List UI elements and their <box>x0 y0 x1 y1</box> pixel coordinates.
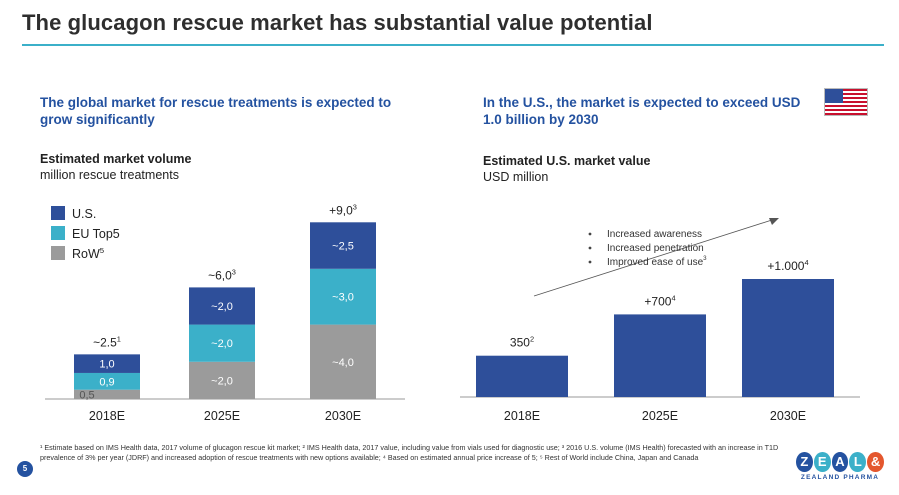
zealand-logo: Z E A L & ZEALAND PHARMA <box>796 452 884 481</box>
bar-us-value-2018E <box>476 355 568 397</box>
charts-canvas: 0,5 0,9 1,0 ~2.51 2018E ~2,0 ~2,0 ~2,0 ~6,03 2025… <box>45 202 860 423</box>
bar-value-label: 3502 <box>510 335 534 350</box>
bar-row-2025E <box>189 361 255 399</box>
bar-total-label: +9,03 <box>329 202 357 217</box>
logo-letter: Z <box>796 452 813 472</box>
left-caption-unit: million rescue treatments <box>40 168 179 182</box>
driver-text: Increased penetration <box>607 243 704 254</box>
driver-bullet <box>588 260 592 264</box>
x-tick-label: 2025E <box>642 409 678 423</box>
bar-value-label: +1.0004 <box>767 258 808 273</box>
bar-value-label: ~2,0 <box>211 338 233 350</box>
bar-eutop5-2030E <box>310 268 376 325</box>
legend-label: RoW5 <box>72 246 104 261</box>
x-tick-label: 2030E <box>770 409 806 423</box>
growth-arrow-head <box>769 218 779 225</box>
logo-tagline: ZEALAND PHARMA <box>800 474 880 481</box>
bar-value-label: 0,9 <box>99 376 114 388</box>
legend-swatch-us <box>51 206 65 220</box>
footnotes: ¹ Estimate based on IMS Health data, 201… <box>40 443 779 462</box>
x-tick-label: 2025E <box>204 409 240 423</box>
bar-row-2030E <box>310 324 376 399</box>
bar-us-2025E <box>189 287 255 325</box>
right-caption: Estimated U.S. market value USD million <box>483 153 650 185</box>
legend-label: EU Top5 <box>72 227 120 241</box>
bar-value-label: ~2,0 <box>211 301 233 313</box>
bar-row-2018E <box>74 389 140 399</box>
bar-us-value-2030E <box>742 279 834 397</box>
driver-text: Increased awareness <box>607 229 702 240</box>
legend-label: U.S. <box>72 207 96 221</box>
bar-total-label: ~6,03 <box>208 267 236 282</box>
bar-value-label: ~4,0 <box>332 357 354 369</box>
bar-value-label: +7004 <box>644 293 675 308</box>
growth-arrow-line <box>533 218 776 297</box>
bar-us-2030E <box>310 222 376 269</box>
page-number: 5 <box>17 461 33 477</box>
bar-value-label: 1,0 <box>99 359 114 371</box>
logo-letter: E <box>813 452 831 472</box>
page-title: The glucagon rescue market has substanti… <box>22 10 653 35</box>
legend-swatch-row <box>51 246 65 260</box>
bar-value-label: ~2,0 <box>211 375 233 387</box>
bar-value-label: 0,5 <box>79 389 94 401</box>
bar-eutop5-2018E <box>74 372 140 390</box>
driver-text: Improved ease of use3 <box>607 255 707 268</box>
bar-us-value-2025E <box>614 314 706 397</box>
logo-letter: & <box>867 452 884 472</box>
legend-swatch-eutop5 <box>51 226 65 240</box>
left-caption-title: Estimated market volume <box>40 152 192 166</box>
right-subtitle: In the U.S., the market is expected to e… <box>483 95 801 127</box>
title-divider <box>22 44 884 46</box>
bar-total-label: ~2.51 <box>93 334 121 349</box>
logo-letter: A <box>831 452 849 472</box>
us-flag-icon <box>824 88 868 116</box>
bar-eutop5-2025E <box>189 324 255 362</box>
x-tick-label: 2018E <box>89 409 125 423</box>
left-caption: Estimated market volume million rescue t… <box>40 151 191 183</box>
bar-value-label: ~2,5 <box>332 241 354 253</box>
x-tick-label: 2030E <box>325 409 361 423</box>
x-tick-label: 2018E <box>504 409 540 423</box>
right-caption-unit: USD million <box>483 170 549 184</box>
left-subtitle: The global market for rescue treatments … <box>40 95 392 127</box>
driver-bullet <box>588 232 592 236</box>
driver-bullet <box>588 246 592 250</box>
right-caption-title: Estimated U.S. market value <box>483 154 651 168</box>
bar-value-label: ~3,0 <box>332 292 354 304</box>
logo-letter: L <box>849 452 867 472</box>
bar-us-2018E <box>74 354 140 373</box>
